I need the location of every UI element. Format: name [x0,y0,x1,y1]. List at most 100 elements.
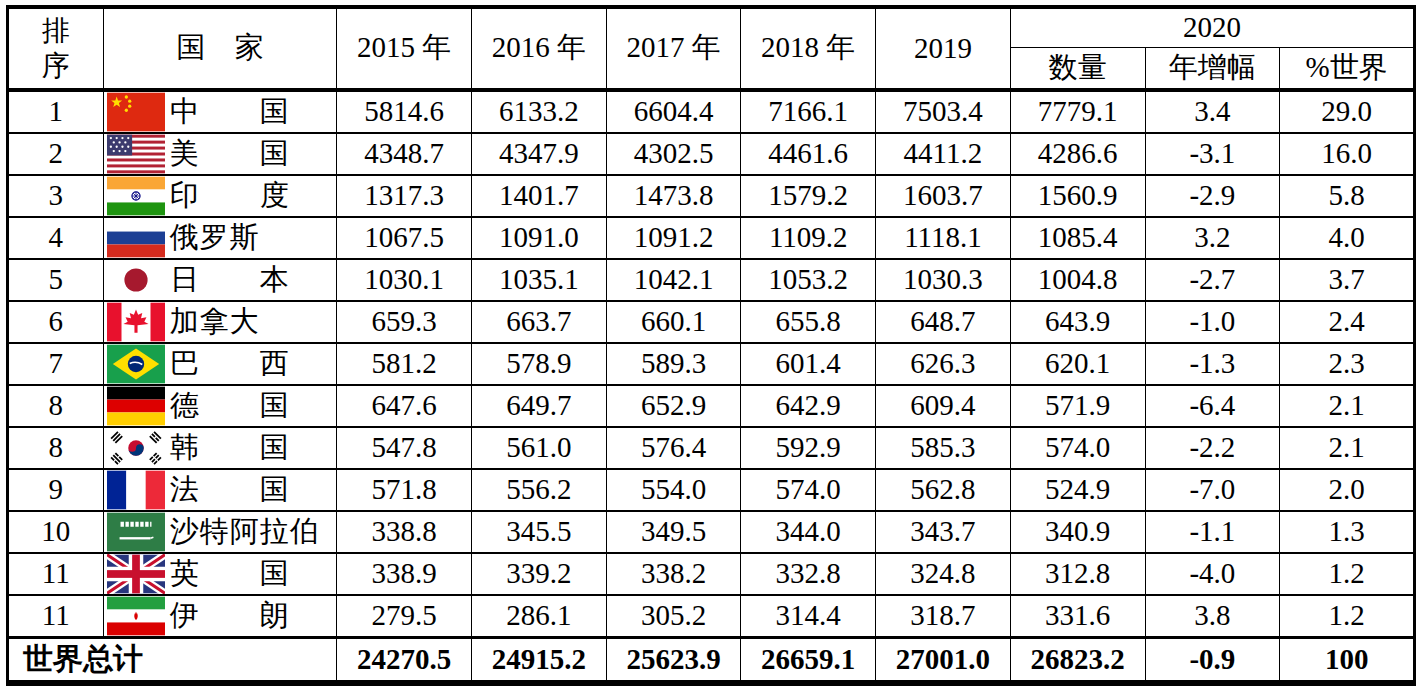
value-cell: 1004.8 [1010,259,1145,301]
value-cell: 324.8 [876,553,1011,595]
rank-cell: 5 [8,259,104,301]
world-total-row: 世界总计 24270.5 24915.2 25623.9 26659.1 270… [8,637,1415,683]
value-cell: 609.4 [876,385,1011,427]
value-cell: 601.4 [741,343,876,385]
value-cell: 338.9 [337,553,472,595]
country-cell: 中 国 [103,90,337,133]
rank-cell: 8 [8,385,104,427]
flag-canada-icon [107,302,165,342]
table-row: 8 韩 国 547.8 561.0 576.4 592.9 585.3 574.… [8,427,1415,469]
value-cell: 3.4 [1145,90,1280,133]
value-cell: 339.2 [471,553,606,595]
rank-cell: 3 [8,175,104,217]
value-cell: 1109.2 [741,217,876,259]
country-name: 加拿大 [170,302,260,342]
country-cell: 沙特阿拉伯 [103,511,337,553]
value-cell: 5814.6 [337,90,472,133]
value-cell: 1118.1 [876,217,1011,259]
value-cell: 4302.5 [606,133,741,175]
value-cell: 4347.9 [471,133,606,175]
country-cell: 伊 朗 [103,595,337,638]
value-cell: -3.1 [1145,133,1280,175]
value-cell: 589.3 [606,343,741,385]
value-cell: 1473.8 [606,175,741,217]
col-header-2017: 2017 年 [606,7,741,90]
value-cell: 649.7 [471,385,606,427]
country-cell: 德 国 [103,385,337,427]
value-cell: 660.1 [606,301,741,343]
value-cell: 4348.7 [337,133,472,175]
value-cell: 1.2 [1280,595,1415,638]
value-cell: 16.0 [1280,133,1415,175]
country-name: 沙特阿拉伯 [170,512,320,552]
value-cell: 343.7 [876,511,1011,553]
value-cell: -4.0 [1145,553,1280,595]
table-body: 1 中 国 5814.6 6133.2 6604.4 7166.1 7503.4… [8,90,1415,638]
table-row: 5 日 本 1030.1 1035.1 1042.1 1053.2 1030.3… [8,259,1415,301]
value-cell: 349.5 [606,511,741,553]
value-cell: 659.3 [337,301,472,343]
value-cell: 345.5 [471,511,606,553]
value-cell: 3.7 [1280,259,1415,301]
value-cell: 7779.1 [1010,90,1145,133]
table-header: 排 序 国 家 2015 年 2016 年 2017 年 2018 年 2019… [8,7,1415,90]
value-cell: 279.5 [337,595,472,638]
value-cell: 332.8 [741,553,876,595]
country-cell: 印 度 [103,175,337,217]
table-row: 4 俄罗斯 1067.5 1091.0 1091.2 1109.2 1118.1… [8,217,1415,259]
value-cell: 556.2 [471,469,606,511]
country-cell: 巴 西 [103,343,337,385]
flag-uk-icon [107,554,165,594]
country-cell: 日 本 [103,259,337,301]
country-cell: 法 国 [103,469,337,511]
value-cell: -2.9 [1145,175,1280,217]
value-cell: 2.4 [1280,301,1415,343]
value-cell: -2.2 [1145,427,1280,469]
value-cell: 7503.4 [876,90,1011,133]
col-header-2018: 2018 年 [741,7,876,90]
rank-cell: 8 [8,427,104,469]
value-cell: 655.8 [741,301,876,343]
value-cell: 340.9 [1010,511,1145,553]
table-row: 1 中 国 5814.6 6133.2 6604.4 7166.1 7503.4… [8,90,1415,133]
col-header-country: 国 家 [103,7,337,90]
flag-india-icon [107,176,165,216]
flag-saudi-arabia-icon [107,512,165,552]
value-cell: 338.8 [337,511,472,553]
value-cell: 1067.5 [337,217,472,259]
value-cell: 576.4 [606,427,741,469]
flag-japan-icon [107,260,165,300]
value-cell: -6.4 [1145,385,1280,427]
value-cell: 1603.7 [876,175,1011,217]
rank-cell: 7 [8,343,104,385]
value-cell: 1091.2 [606,217,741,259]
total-2020-quantity: 26823.2 [1010,637,1145,683]
value-cell: 312.8 [1010,553,1145,595]
value-cell: 652.9 [606,385,741,427]
value-cell: 578.9 [471,343,606,385]
value-cell: 592.9 [741,427,876,469]
value-cell: 574.0 [1010,427,1145,469]
col-header-2020-annual-growth: 年增幅 [1145,47,1280,90]
table-row: 11 英 国 338.9 339.2 338.2 332.8 324.8 312… [8,553,1415,595]
value-cell: 344.0 [741,511,876,553]
value-cell: 1030.1 [337,259,472,301]
total-2020-annual-growth: -0.9 [1145,637,1280,683]
value-cell: 561.0 [471,427,606,469]
value-cell: 554.0 [606,469,741,511]
country-name: 韩 国 [170,428,290,468]
total-2020-world-share: 100 [1280,637,1415,683]
table-row: 6 加拿大 659.3 663.7 660.1 655.8 648.7 643.… [8,301,1415,343]
country-ranking-table: 排 序 国 家 2015 年 2016 年 2017 年 2018 年 2019… [6,5,1416,686]
value-cell: 2.1 [1280,385,1415,427]
table-row: 7 巴 西 581.2 578.9 589.3 601.4 626.3 620.… [8,343,1415,385]
value-cell: 4461.6 [741,133,876,175]
total-2017: 25623.9 [606,637,741,683]
value-cell: 581.2 [337,343,472,385]
value-cell: 4411.2 [876,133,1011,175]
value-cell: 3.2 [1145,217,1280,259]
rank-cell: 2 [8,133,104,175]
value-cell: 314.4 [741,595,876,638]
value-cell: 3.8 [1145,595,1280,638]
value-cell: 1.3 [1280,511,1415,553]
